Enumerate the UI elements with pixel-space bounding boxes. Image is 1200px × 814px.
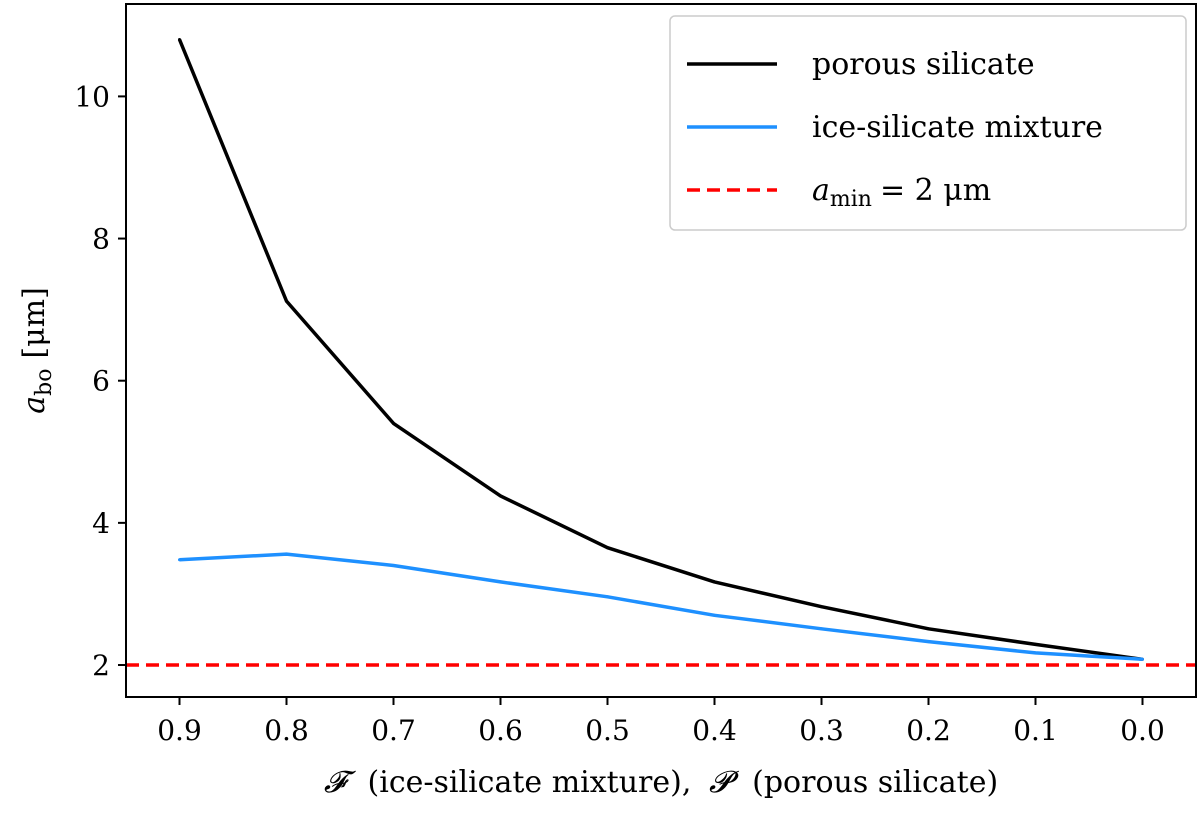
legend-label-amin: amin = 2 μm bbox=[812, 173, 991, 212]
data-point-ice-silicate-mixture-8 bbox=[1034, 651, 1037, 655]
x-tick-label-0-8: 0.8 bbox=[264, 714, 309, 747]
x-tick-label-0-7: 0.7 bbox=[371, 714, 416, 747]
legend-amin-sub: min bbox=[830, 187, 872, 212]
data-point-porous-silicate-6 bbox=[820, 605, 823, 609]
x-tick-label-0-1: 0.1 bbox=[1013, 714, 1058, 747]
data-point-ice-silicate-mixture-9 bbox=[1141, 657, 1144, 661]
legend-label-ice-silicate-mixture: ice-silicate mixture bbox=[812, 110, 1103, 145]
x-axis-symbol-f: 𝓕 bbox=[324, 765, 357, 800]
data-point-porous-silicate-3 bbox=[499, 494, 502, 498]
ticks-layer: 0.9 0.8 0.7 0.6 0.5 0.4 0.3 0.2 0.1 0.0 2 4 6 8 10 bbox=[74, 80, 1164, 747]
data-point-porous-silicate-7 bbox=[927, 627, 930, 631]
y-axis-unit: [μm] bbox=[17, 287, 52, 358]
data-point-porous-silicate-8 bbox=[1034, 642, 1037, 646]
y-tick-label-10: 10 bbox=[74, 80, 110, 113]
plot-frame bbox=[125, 3, 1197, 698]
data-point-ice-silicate-mixture-6 bbox=[820, 627, 823, 631]
data-point-ice-silicate-mixture-0 bbox=[178, 558, 181, 562]
x-axis-text-p: (porous silicate) bbox=[752, 765, 998, 800]
data-point-porous-silicate-0 bbox=[178, 38, 181, 41]
data-point-ice-silicate-mixture-5 bbox=[713, 613, 716, 617]
data-point-porous-silicate-4 bbox=[606, 546, 609, 550]
y-tick-label-8: 8 bbox=[92, 223, 110, 256]
data-point-porous-silicate-2 bbox=[392, 421, 395, 425]
x-tick-label-0-5: 0.5 bbox=[585, 714, 630, 747]
x-tick-label-0-2: 0.2 bbox=[906, 714, 951, 747]
x-axis-text-f: (ice-silicate mixture), bbox=[368, 765, 692, 800]
legend-label-porous-silicate: porous silicate bbox=[812, 47, 1035, 82]
x-tick-label-0-0: 0.0 bbox=[1120, 714, 1165, 747]
data-point-porous-silicate-5 bbox=[713, 580, 716, 584]
data-point-ice-silicate-mixture-4 bbox=[606, 595, 609, 599]
x-axis-symbol-p: 𝓟 bbox=[709, 765, 739, 800]
data-point-ice-silicate-mixture-3 bbox=[499, 580, 502, 584]
x-tick-label-0-6: 0.6 bbox=[478, 714, 523, 747]
y-tick-label-2: 2 bbox=[92, 649, 110, 682]
y-tick-label-4: 4 bbox=[92, 507, 110, 540]
data-point-ice-silicate-mixture-2 bbox=[392, 564, 395, 567]
x-tick-label-0-4: 0.4 bbox=[692, 714, 737, 747]
data-point-ice-silicate-mixture-7 bbox=[927, 640, 930, 644]
series-layer bbox=[177, 38, 1144, 662]
legend: porous silicate ice-silicate mixture ami… bbox=[669, 15, 1187, 231]
legend-amin-rest: = 2 μm bbox=[880, 173, 991, 208]
y-axis-sub: bo bbox=[32, 369, 57, 396]
legend-box bbox=[669, 15, 1187, 231]
y-axis-var: a bbox=[17, 396, 52, 414]
x-tick-label-0-3: 0.3 bbox=[799, 714, 844, 747]
series-line-ice-silicate-mixture bbox=[179, 552, 1143, 662]
x-axis-label: 𝓕 (ice-silicate mixture), 𝓟 (porous sili… bbox=[324, 765, 998, 800]
data-point-ice-silicate-mixture-1 bbox=[285, 552, 288, 556]
data-point-porous-silicate-1 bbox=[285, 299, 288, 303]
y-axis-label: abo [μm] bbox=[17, 287, 57, 414]
legend-amin-var: a bbox=[812, 173, 830, 208]
y-tick-label-6: 6 bbox=[92, 365, 110, 398]
series-line-porous-silicate bbox=[177, 38, 1143, 662]
x-tick-label-0-9: 0.9 bbox=[157, 714, 202, 747]
